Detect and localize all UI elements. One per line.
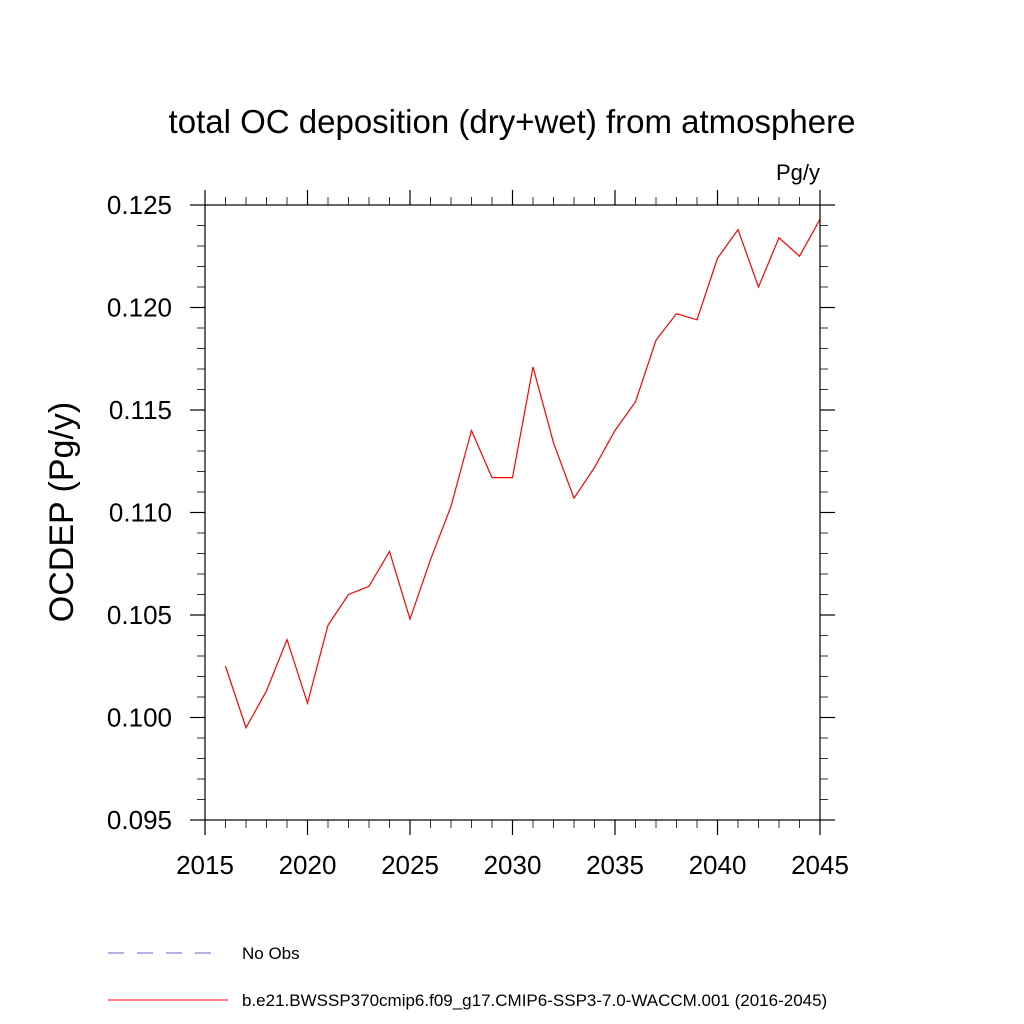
y-tick-label: 0.095 [107, 805, 172, 835]
series-line [224, 219, 821, 730]
y-tick-label: 0.120 [107, 293, 172, 323]
y-tick-label: 0.125 [107, 190, 172, 220]
axis-ticks [190, 190, 835, 835]
x-tick-labels: 2015 2020 2025 2030 2035 2040 2045 [176, 850, 849, 880]
x-tick-label: 2040 [689, 850, 747, 880]
x-tick-label: 2015 [176, 850, 234, 880]
y-tick-label: 0.110 [109, 498, 172, 528]
units-label: Pg/y [776, 160, 820, 185]
y-tick-label: 0.115 [109, 395, 172, 425]
x-tick-label: 2045 [791, 850, 849, 880]
plot-frame [204, 204, 821, 821]
y-axis-label: OCDEP (Pg/y) [43, 402, 81, 622]
legend-label-model-run: b.e21.BWSSP370cmip6.f09_g17.CMIP6-SSP3-7… [242, 991, 827, 1010]
x-tick-label: 2035 [586, 850, 644, 880]
y-tick-label: 0.105 [107, 600, 172, 630]
y-tick-label: 0.100 [107, 703, 172, 733]
chart-title: total OC deposition (dry+wet) from atmos… [169, 103, 856, 140]
legend: No Obs b.e21.BWSSP370cmip6.f09_g17.CMIP6… [108, 944, 827, 1010]
y-tick-labels: 0.095 0.100 0.105 0.110 0.115 0.120 0.125 [107, 190, 172, 835]
x-tick-label: 2030 [484, 850, 542, 880]
series-lines [224, 219, 821, 730]
legend-label-no-obs: No Obs [242, 944, 300, 963]
x-tick-label: 2020 [279, 850, 337, 880]
x-tick-label: 2025 [381, 850, 439, 880]
